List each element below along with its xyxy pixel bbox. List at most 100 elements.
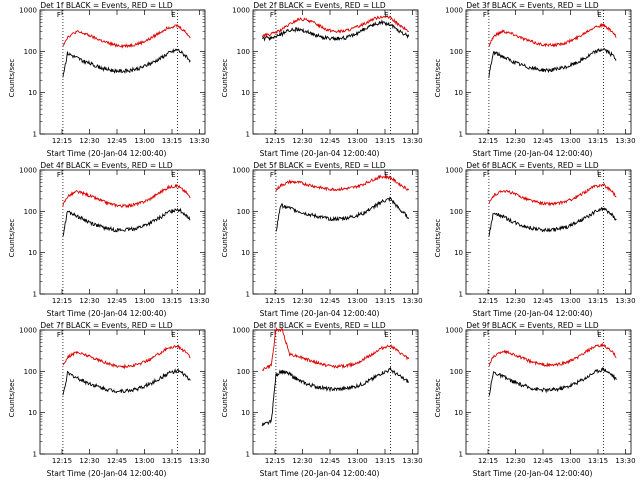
x-tick-label: 12:45 <box>533 457 553 465</box>
events-series-line <box>62 207 191 237</box>
x-axis-label: Start Time (20-Jan-04 12:00:40) <box>472 309 593 318</box>
y-axis-label: Counts/sec <box>8 58 16 98</box>
plot-area: 1 10 100 1000 12:15 12:30 12:45 13:00 13:15 13:30… <box>445 327 635 466</box>
x-tick-label: 12:15 <box>265 137 285 145</box>
x-tick-label: 13:30 <box>402 137 422 145</box>
panel-title: Det 8f BLACK = Events, RED = LLD <box>253 321 386 330</box>
start-marker-label: F <box>270 331 274 339</box>
x-tick-label: 12:30 <box>292 457 312 465</box>
detector-panel: Det 2f BLACK = Events, RED = LLD 1 10 100 10… <box>213 0 426 160</box>
x-tick-label: 12:30 <box>79 137 99 145</box>
events-series-line <box>261 19 410 42</box>
y-tick-label: 1000 <box>232 7 250 15</box>
start-marker-label: F <box>483 171 487 179</box>
start-marker-label: F <box>483 11 487 19</box>
y-tick-label: 10 <box>28 89 37 97</box>
y-axis-label: Counts/sec <box>434 58 442 98</box>
end-marker-label: E <box>597 171 601 179</box>
x-axis-label: Start Time (20-Jan-04 12:00:40) <box>46 149 167 158</box>
x-tick-label: 12:45 <box>320 457 340 465</box>
x-axis-label: Start Time (20-Jan-04 12:00:40) <box>259 149 380 158</box>
detector-panel: Det 9f BLACK = Events, RED = LLD 1 10 100 10… <box>426 320 639 480</box>
y-tick-label: 1 <box>459 451 463 459</box>
x-tick-label: 13:00 <box>560 137 580 145</box>
events-series-line <box>62 48 191 78</box>
start-marker-label: F <box>270 11 274 19</box>
panel-title: Det 2f BLACK = Events, RED = LLD <box>253 1 386 10</box>
x-tick-label: 13:30 <box>189 297 209 305</box>
end-marker-label: E <box>384 11 388 19</box>
x-tick-label: 13:00 <box>347 297 367 305</box>
x-tick-label: 12:15 <box>478 137 498 145</box>
y-axis-label: Counts/sec <box>434 218 442 258</box>
y-tick-label: 10 <box>28 409 37 417</box>
y-tick-label: 1 <box>459 131 463 139</box>
x-tick-label: 13:30 <box>615 137 635 145</box>
y-axis-label: Counts/sec <box>8 218 16 258</box>
end-marker-label: E <box>171 331 175 339</box>
plot-frame <box>39 169 206 295</box>
x-tick-label: 13:30 <box>402 457 422 465</box>
x-tick-label: 13:15 <box>162 297 182 305</box>
y-tick-label: 10 <box>28 249 37 257</box>
end-marker-label: E <box>384 331 388 339</box>
events-series-line <box>488 206 617 237</box>
panel-title: Det 9f BLACK = Events, RED = LLD <box>466 321 599 330</box>
x-tick-label: 12:30 <box>292 137 312 145</box>
detector-panel: Det 1f BLACK = Events, RED = LLD 1 10 100 10… <box>0 0 213 160</box>
end-marker-label: E <box>171 11 175 19</box>
x-tick-label: 12:30 <box>505 457 525 465</box>
x-tick-label: 12:30 <box>292 297 312 305</box>
x-axis-label: Start Time (20-Jan-04 12:00:40) <box>259 309 380 318</box>
x-tick-label: 13:00 <box>560 297 580 305</box>
panel-title: Det 7f BLACK = Events, RED = LLD <box>40 321 173 330</box>
plot-area: 1 10 100 1000 12:15 12:30 12:45 13:00 13:15 13:30… <box>445 7 635 146</box>
x-axis-label: Start Time (20-Jan-04 12:00:40) <box>259 469 380 478</box>
x-tick-label: 12:15 <box>478 297 498 305</box>
x-tick-label: 13:15 <box>375 137 395 145</box>
x-tick-label: 13:15 <box>162 457 182 465</box>
detector-panel: Det 3f BLACK = Events, RED = LLD 1 10 100 10… <box>426 0 639 160</box>
end-marker-label: E <box>171 171 175 179</box>
events-series-line <box>488 47 617 78</box>
x-tick-label: 13:00 <box>134 297 154 305</box>
end-marker-label: E <box>597 11 601 19</box>
lld-series-line <box>62 183 191 209</box>
panel-title: Det 3f BLACK = Events, RED = LLD <box>466 1 599 10</box>
start-marker-label: F <box>483 331 487 339</box>
lld-series-line <box>488 22 617 48</box>
x-tick-label: 13:15 <box>588 297 608 305</box>
events-series-line <box>275 196 410 232</box>
y-tick-label: 100 <box>237 368 250 376</box>
y-tick-label: 1 <box>246 451 250 459</box>
start-marker-label: F <box>57 331 61 339</box>
y-tick-label: 100 <box>237 48 250 56</box>
x-tick-label: 13:15 <box>588 457 608 465</box>
events-series-line <box>62 367 191 396</box>
x-tick-label: 12:45 <box>107 137 127 145</box>
events-series-line <box>261 366 409 427</box>
x-tick-label: 13:15 <box>375 297 395 305</box>
x-tick-label: 12:45 <box>320 137 340 145</box>
x-tick-label: 12:45 <box>533 137 553 145</box>
panel-title: Det 1f BLACK = Events, RED = LLD <box>40 1 173 10</box>
plot-area: 1 10 100 1000 12:15 12:30 12:45 13:00 13:15 13:30… <box>445 167 635 306</box>
plot-frame <box>252 9 419 135</box>
x-tick-label: 12:15 <box>265 297 285 305</box>
start-marker-label: F <box>57 11 61 19</box>
y-tick-label: 1000 <box>445 327 463 335</box>
x-tick-label: 12:15 <box>52 137 72 145</box>
y-tick-label: 1000 <box>19 7 37 15</box>
x-tick-label: 13:15 <box>375 457 395 465</box>
x-tick-label: 12:30 <box>505 137 525 145</box>
y-tick-label: 100 <box>450 368 463 376</box>
detector-panel: Det 5f BLACK = Events, RED = LLD 1 10 100 10… <box>213 160 426 320</box>
x-tick-label: 13:30 <box>615 457 635 465</box>
x-tick-label: 12:30 <box>79 457 99 465</box>
plot-frame <box>39 9 206 135</box>
plot-frame <box>465 169 632 295</box>
x-tick-label: 13:00 <box>347 137 367 145</box>
panel-title: Det 6f BLACK = Events, RED = LLD <box>466 161 599 170</box>
y-axis-label: Counts/sec <box>434 378 442 418</box>
y-tick-label: 100 <box>24 48 37 56</box>
